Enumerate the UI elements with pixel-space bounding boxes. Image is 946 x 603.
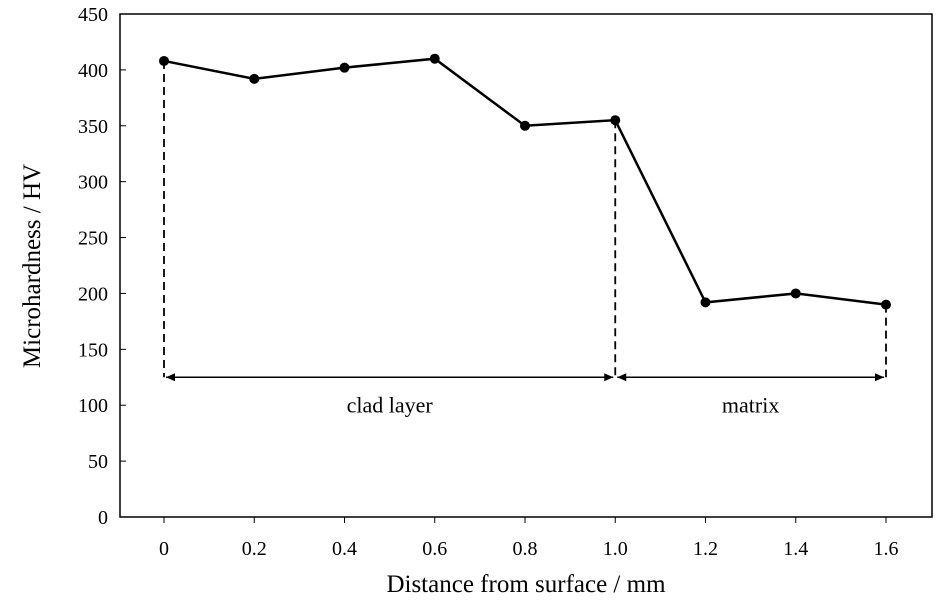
x-tick-label: 0.8 <box>513 538 538 560</box>
data-point <box>610 115 621 126</box>
x-tick-label: 0 <box>159 538 169 560</box>
x-tick-label: 1.2 <box>693 538 718 560</box>
arrow-head-right-icon <box>875 373 884 382</box>
y-tick-label: 0 <box>98 507 108 529</box>
y-tick-label: 200 <box>78 283 108 305</box>
y-tick-label: 250 <box>78 228 108 250</box>
arrow-head-left-icon <box>617 373 627 382</box>
data-point <box>249 73 260 84</box>
plot-area-frame <box>119 13 933 518</box>
annotation-label: matrix <box>722 392 779 417</box>
x-tick-label: 1.0 <box>603 538 628 560</box>
data-point <box>881 299 891 310</box>
y-tick-label: 100 <box>78 395 108 417</box>
y-tick-label: 450 <box>78 4 108 26</box>
y-tick-label: 350 <box>78 116 108 138</box>
data-point <box>520 120 530 131</box>
y-tick-label: 50 <box>88 451 108 473</box>
data-point <box>790 288 801 299</box>
y-tick-label: 400 <box>78 60 108 82</box>
x-tick-label: 0.2 <box>242 538 267 560</box>
data-point <box>700 297 711 308</box>
x-axis-label: Distance from surface / mm <box>386 571 666 598</box>
data-point <box>429 53 440 64</box>
x-tick-label: 0.6 <box>422 538 447 560</box>
annotation-label: clad layer <box>347 392 434 417</box>
x-tick-label: 1.4 <box>783 538 808 560</box>
series-line <box>163 57 887 306</box>
y-tick-label: 150 <box>78 339 108 361</box>
x-tick-label: 0.4 <box>332 538 357 560</box>
x-tick-label: 1.6 <box>874 538 899 560</box>
y-axis-label: Microhardness / HV <box>19 164 46 368</box>
arrow-head-left-icon <box>166 373 175 382</box>
arrow-head-right-icon <box>604 373 614 382</box>
data-point <box>339 62 350 73</box>
y-tick-label: 300 <box>78 172 108 194</box>
data-point <box>159 55 169 66</box>
